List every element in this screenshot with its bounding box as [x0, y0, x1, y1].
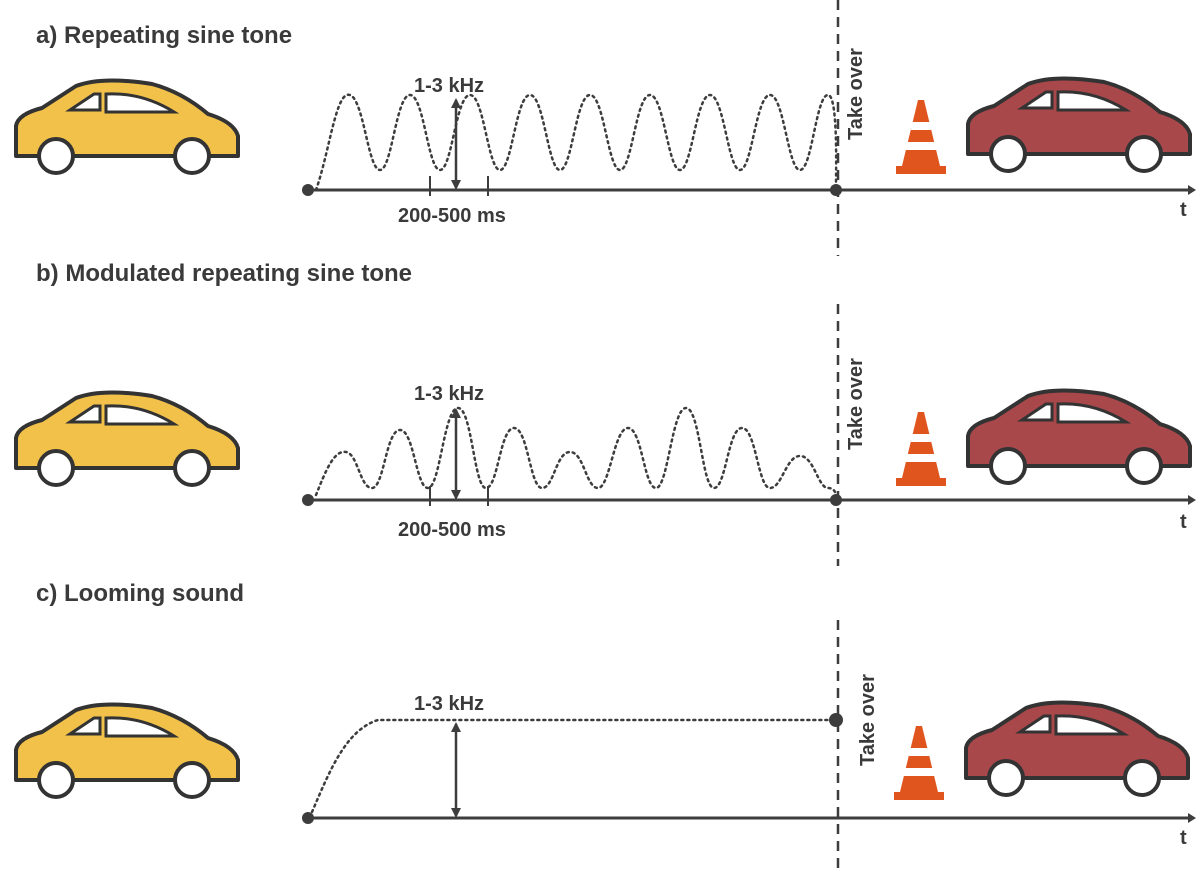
- amplitude-arrowhead-bottom: [451, 180, 461, 190]
- amplitude-arrowhead-top: [451, 722, 461, 732]
- start-marker: [302, 184, 314, 196]
- takeover-marker: [829, 713, 843, 727]
- panel-b-diagram: t 1-3 kHz 200-500 ms Take over: [14, 304, 1196, 566]
- start-marker: [302, 494, 314, 506]
- red-car-icon: [966, 76, 1192, 173]
- traffic-cone-icon: [896, 100, 946, 174]
- modulated-tone-waveform: [314, 406, 838, 498]
- time-axis-arrowhead: [1188, 185, 1196, 195]
- interval-label: 200-500 ms: [398, 519, 506, 541]
- time-axis-label: t: [1180, 199, 1187, 221]
- panel-c: c) Looming sound t 1-3 kHz Take over: [0, 580, 1204, 876]
- frequency-label: 1-3 kHz: [414, 383, 484, 405]
- red-car-icon: [964, 700, 1190, 797]
- panel-c-diagram: t 1-3 kHz Take over: [14, 620, 1196, 872]
- yellow-car-icon: [14, 78, 240, 175]
- panel-title: c) Looming sound: [36, 580, 244, 607]
- traffic-cone-icon: [894, 726, 944, 800]
- start-marker: [302, 812, 314, 824]
- frequency-label: 1-3 kHz: [414, 693, 484, 715]
- yellow-car-icon: [14, 390, 240, 487]
- panel-title: a) Repeating sine tone: [36, 22, 293, 49]
- takeover-marker: [830, 494, 842, 506]
- looming-sound-curve: [310, 718, 838, 814]
- takeover-label: Take over: [845, 358, 867, 450]
- frequency-label: 1-3 kHz: [414, 75, 484, 97]
- panel-title: b) Modulated repeating sine tone: [36, 260, 413, 287]
- sine-tone-waveform: [314, 93, 838, 192]
- panel-b: b) Modulated repeating sine tone t 1-3 k…: [0, 260, 1204, 570]
- time-axis-arrowhead: [1188, 495, 1196, 505]
- interval-label: 200-500 ms: [398, 205, 506, 227]
- takeover-label: Take over: [857, 674, 879, 766]
- panel-a-diagram: t 1-3 kHz 200-500 ms Take over: [14, 0, 1196, 256]
- time-axis-label: t: [1180, 827, 1187, 849]
- time-axis-label: t: [1180, 511, 1187, 533]
- time-axis-arrowhead: [1188, 813, 1196, 823]
- red-car-icon: [966, 388, 1192, 485]
- panel-a: a) Repeating sine tone t 1-3 kHz 200-500…: [0, 0, 1204, 260]
- amplitude-arrowhead-bottom: [451, 808, 461, 818]
- amplitude-arrowhead-bottom: [451, 490, 461, 500]
- takeover-marker: [830, 184, 842, 196]
- amplitude-arrowhead-top: [451, 408, 461, 418]
- amplitude-arrowhead-top: [451, 98, 461, 108]
- yellow-car-icon: [14, 702, 240, 799]
- takeover-label: Take over: [845, 48, 867, 140]
- traffic-cone-icon: [896, 412, 946, 486]
